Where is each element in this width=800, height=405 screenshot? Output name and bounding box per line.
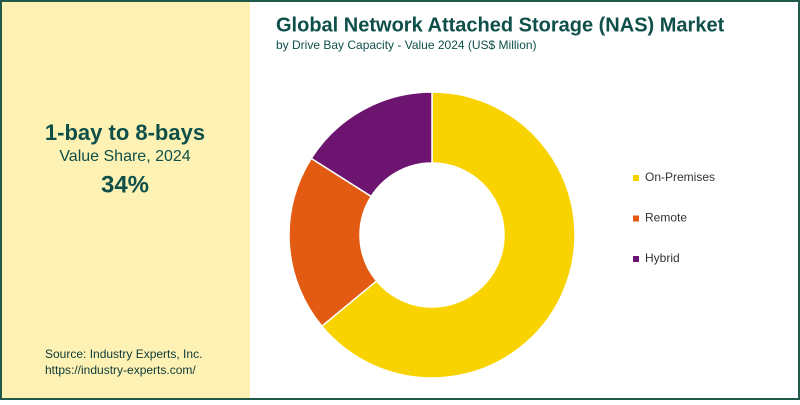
legend-swatch	[633, 215, 639, 222]
side-panel	[2, 2, 250, 398]
chart-title: Global Network Attached Storage (NAS) Ma…	[276, 14, 725, 36]
legend-swatch	[633, 256, 639, 262]
legend-label: Hybrid	[645, 251, 680, 265]
donut-slice	[310, 91, 433, 198]
source-url: https://industry-experts.com/	[45, 363, 196, 377]
legend-label: Remote	[645, 211, 687, 225]
legend-label: On-Premises	[645, 170, 715, 184]
chart-subtitle: by Drive Bay Capacity - Value 2024 (US$ …	[276, 38, 537, 52]
panel-figure: 34%	[101, 171, 149, 198]
source: Source: Industry Experts, Inc.	[45, 347, 202, 361]
donut-slice	[288, 157, 378, 328]
panel-heading: 1-bay to 8-bays	[45, 120, 205, 145]
donut-slice	[320, 91, 576, 379]
legend-swatch	[633, 175, 639, 181]
panel-caption: Value Share, 2024	[59, 148, 190, 165]
